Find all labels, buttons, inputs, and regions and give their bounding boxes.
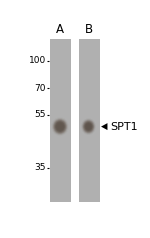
Ellipse shape	[58, 124, 62, 129]
Ellipse shape	[53, 119, 67, 134]
Ellipse shape	[84, 121, 93, 132]
Ellipse shape	[57, 124, 63, 129]
Ellipse shape	[86, 124, 91, 130]
Ellipse shape	[82, 120, 95, 134]
Ellipse shape	[83, 120, 94, 133]
Ellipse shape	[53, 119, 67, 134]
Ellipse shape	[59, 125, 61, 128]
Ellipse shape	[58, 124, 62, 129]
Ellipse shape	[85, 123, 92, 131]
Ellipse shape	[86, 124, 91, 129]
Ellipse shape	[57, 123, 63, 130]
Ellipse shape	[83, 121, 94, 133]
Ellipse shape	[84, 122, 93, 131]
Ellipse shape	[82, 119, 95, 134]
Ellipse shape	[54, 120, 66, 133]
Polygon shape	[101, 123, 107, 130]
Ellipse shape	[87, 125, 90, 128]
Ellipse shape	[87, 124, 90, 129]
Ellipse shape	[54, 120, 66, 133]
Text: A: A	[56, 23, 64, 36]
Text: 100: 100	[29, 56, 46, 65]
Ellipse shape	[83, 120, 94, 133]
Ellipse shape	[82, 119, 95, 134]
Ellipse shape	[52, 118, 68, 135]
Ellipse shape	[54, 120, 66, 134]
Ellipse shape	[85, 123, 92, 130]
Bar	[79, 39, 100, 202]
Ellipse shape	[56, 123, 64, 131]
Ellipse shape	[55, 121, 65, 132]
Ellipse shape	[55, 122, 65, 132]
Text: 70: 70	[34, 84, 46, 93]
Text: SPT1: SPT1	[111, 122, 138, 132]
Ellipse shape	[52, 118, 68, 135]
Ellipse shape	[57, 123, 63, 130]
Text: 35: 35	[34, 163, 46, 172]
Ellipse shape	[84, 121, 93, 132]
Ellipse shape	[56, 122, 64, 131]
Ellipse shape	[85, 122, 92, 131]
Ellipse shape	[86, 124, 91, 129]
Ellipse shape	[53, 119, 67, 134]
Text: 55: 55	[34, 110, 46, 119]
Ellipse shape	[56, 122, 64, 131]
Ellipse shape	[85, 123, 91, 130]
Ellipse shape	[58, 125, 62, 129]
Bar	[50, 39, 71, 202]
Ellipse shape	[55, 121, 65, 132]
Ellipse shape	[84, 122, 93, 132]
Text: B: B	[84, 23, 93, 36]
Ellipse shape	[87, 125, 90, 128]
